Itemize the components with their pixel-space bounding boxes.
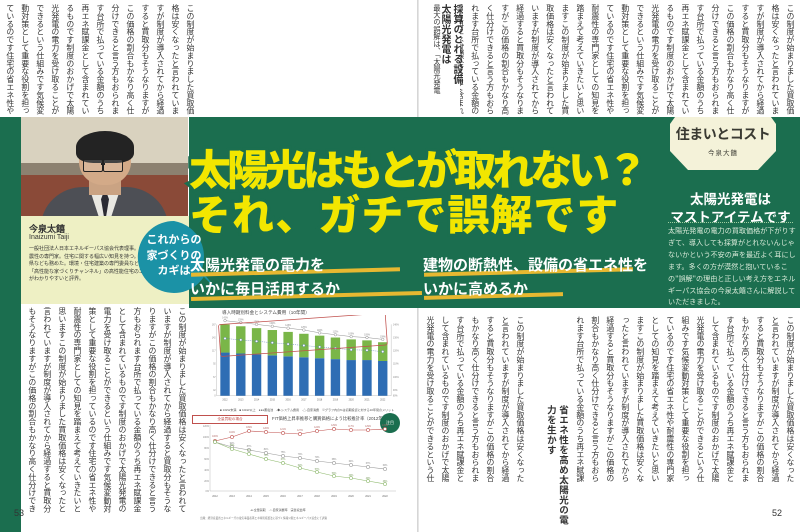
svg-text:2020: 2020 bbox=[348, 495, 354, 498]
svg-text:2016: 2016 bbox=[280, 495, 286, 498]
svg-text:2019: 2019 bbox=[333, 399, 339, 401]
svg-text:139%: 139% bbox=[238, 319, 244, 321]
svg-text:2018: 2018 bbox=[314, 495, 320, 498]
svg-text:104%: 104% bbox=[229, 432, 235, 434]
svg-text:133%: 133% bbox=[269, 323, 275, 325]
svg-text:80%: 80% bbox=[393, 396, 398, 398]
svg-text:2019: 2019 bbox=[331, 495, 337, 498]
svg-text:2012: 2012 bbox=[222, 399, 228, 401]
svg-text:67%: 67% bbox=[281, 459, 286, 461]
svg-text:53%: 53% bbox=[332, 473, 337, 475]
svg-text:143%: 143% bbox=[222, 318, 228, 320]
svg-text:92: 92 bbox=[213, 364, 216, 366]
svg-text:71%: 71% bbox=[264, 455, 269, 457]
svg-text:81%: 81% bbox=[264, 449, 269, 451]
svg-text:110%: 110% bbox=[393, 364, 399, 366]
svg-text:67: 67 bbox=[213, 377, 216, 379]
svg-text:100%: 100% bbox=[393, 377, 399, 379]
svg-text:130%: 130% bbox=[393, 337, 399, 339]
svg-text:2020: 2020 bbox=[349, 399, 355, 401]
svg-text:167: 167 bbox=[212, 324, 217, 326]
svg-text:90%: 90% bbox=[393, 390, 398, 392]
svg-text:0%: 0% bbox=[206, 490, 210, 493]
svg-text:2022: 2022 bbox=[380, 399, 386, 401]
svg-text:2015: 2015 bbox=[263, 495, 269, 498]
svg-text:42: 42 bbox=[213, 390, 216, 392]
svg-text:109%: 109% bbox=[364, 334, 370, 336]
svg-text:2014: 2014 bbox=[246, 495, 252, 498]
svg-text:117%: 117% bbox=[348, 426, 354, 428]
svg-text:124%: 124% bbox=[314, 427, 320, 429]
svg-text:60%: 60% bbox=[204, 458, 210, 461]
svg-text:109%: 109% bbox=[246, 427, 252, 429]
svg-text:60%: 60% bbox=[383, 465, 388, 467]
svg-text:2021: 2021 bbox=[364, 399, 370, 401]
svg-text:0: 0 bbox=[214, 396, 216, 398]
svg-text:121%: 121% bbox=[280, 429, 286, 431]
svg-text:2017: 2017 bbox=[297, 495, 303, 498]
svg-text:2021: 2021 bbox=[365, 495, 371, 498]
svg-text:128%: 128% bbox=[285, 325, 291, 327]
svg-text:117: 117 bbox=[212, 351, 216, 353]
svg-text:127%: 127% bbox=[297, 430, 303, 432]
svg-text:140%: 140% bbox=[393, 324, 399, 326]
svg-text:109%: 109% bbox=[348, 334, 354, 336]
svg-text:2018: 2018 bbox=[317, 399, 323, 401]
svg-text:100%: 100% bbox=[212, 436, 218, 438]
svg-text:2012: 2012 bbox=[212, 495, 218, 498]
svg-text:64%: 64% bbox=[349, 461, 354, 463]
svg-text:142: 142 bbox=[212, 337, 217, 339]
svg-text:20%: 20% bbox=[204, 480, 210, 483]
svg-text:2013: 2013 bbox=[229, 495, 235, 498]
svg-text:2016: 2016 bbox=[286, 399, 292, 401]
svg-text:83%: 83% bbox=[230, 445, 235, 447]
svg-text:2014: 2014 bbox=[254, 399, 260, 401]
svg-text:119%: 119% bbox=[317, 330, 323, 332]
svg-text:68%: 68% bbox=[332, 459, 337, 461]
svg-text:49%: 49% bbox=[366, 478, 371, 480]
svg-text:120%: 120% bbox=[203, 425, 210, 428]
svg-text:131%: 131% bbox=[382, 425, 388, 427]
svg-text:120%: 120% bbox=[263, 428, 269, 430]
svg-text:67%: 67% bbox=[366, 463, 371, 465]
svg-text:109%: 109% bbox=[380, 336, 386, 338]
svg-text:129%: 129% bbox=[365, 426, 371, 428]
svg-text:120%: 120% bbox=[393, 351, 399, 353]
svg-text:2015: 2015 bbox=[270, 399, 276, 401]
svg-text:40%: 40% bbox=[204, 469, 210, 472]
svg-text:73%: 73% bbox=[298, 454, 303, 456]
svg-text:46%: 46% bbox=[383, 481, 388, 483]
svg-text:74%: 74% bbox=[247, 450, 252, 452]
svg-text:70%: 70% bbox=[315, 457, 320, 459]
svg-text:49%: 49% bbox=[349, 475, 354, 477]
svg-text:100%: 100% bbox=[203, 436, 210, 439]
svg-text:113%: 113% bbox=[333, 332, 339, 334]
svg-text:125%: 125% bbox=[301, 327, 307, 329]
svg-text:129%: 129% bbox=[331, 425, 337, 427]
svg-text:62%: 62% bbox=[298, 465, 303, 467]
svg-text:87%: 87% bbox=[247, 446, 252, 448]
svg-text:57%: 57% bbox=[315, 469, 320, 471]
svg-text:2013: 2013 bbox=[238, 399, 244, 401]
svg-text:75%: 75% bbox=[281, 452, 286, 454]
svg-text:2017: 2017 bbox=[301, 399, 307, 401]
svg-text:2022: 2022 bbox=[382, 495, 388, 498]
svg-text:80%: 80% bbox=[204, 447, 210, 450]
